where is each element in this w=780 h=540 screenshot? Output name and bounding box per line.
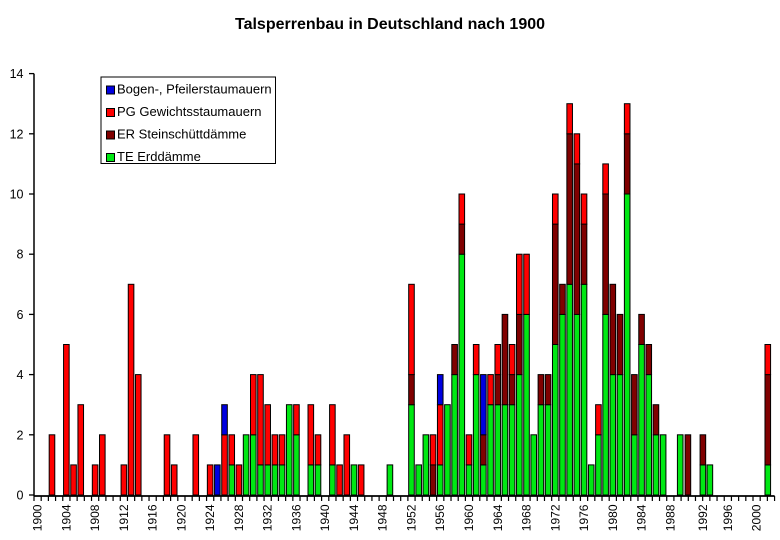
svg-text:10: 10 xyxy=(10,188,24,202)
svg-text:1964: 1964 xyxy=(491,504,505,531)
svg-text:1912: 1912 xyxy=(117,504,131,531)
svg-text:4: 4 xyxy=(17,368,24,382)
svg-text:1928: 1928 xyxy=(232,504,246,531)
svg-text:1924: 1924 xyxy=(203,504,217,531)
svg-text:8: 8 xyxy=(17,248,24,262)
svg-text:1952: 1952 xyxy=(404,504,418,531)
svg-text:1984: 1984 xyxy=(635,504,649,531)
svg-text:1988: 1988 xyxy=(663,504,677,531)
svg-text:1944: 1944 xyxy=(347,504,361,531)
svg-text:1904: 1904 xyxy=(59,504,73,531)
svg-text:Bogen-, Pfeilerstaumauern: Bogen-, Pfeilerstaumauern xyxy=(117,82,272,97)
svg-text:1940: 1940 xyxy=(318,504,332,531)
svg-text:1972: 1972 xyxy=(548,504,562,531)
svg-text:2: 2 xyxy=(17,428,24,442)
svg-text:14: 14 xyxy=(10,67,24,81)
svg-text:1900: 1900 xyxy=(31,504,45,531)
svg-text:Talsperrenbau in Deutschland n: Talsperrenbau in Deutschland nach 1900 xyxy=(235,16,545,33)
svg-text:1936: 1936 xyxy=(289,504,303,531)
svg-text:TE Erddämme: TE Erddämme xyxy=(117,149,201,164)
svg-text:1960: 1960 xyxy=(462,504,476,531)
svg-text:PG Gewichtsstaumauern: PG Gewichtsstaumauern xyxy=(117,104,262,119)
svg-text:ER Steinschüttdämme: ER Steinschüttdämme xyxy=(117,127,246,142)
svg-text:1992: 1992 xyxy=(696,504,710,531)
svg-text:1968: 1968 xyxy=(520,504,534,531)
svg-text:2000: 2000 xyxy=(750,504,764,531)
svg-text:1996: 1996 xyxy=(721,504,735,531)
svg-text:1976: 1976 xyxy=(577,504,591,531)
svg-text:1948: 1948 xyxy=(376,504,390,531)
svg-text:1920: 1920 xyxy=(174,504,188,531)
svg-text:0: 0 xyxy=(17,489,24,503)
svg-text:12: 12 xyxy=(10,127,24,141)
svg-text:6: 6 xyxy=(17,308,24,322)
svg-text:1932: 1932 xyxy=(261,504,275,531)
svg-text:1916: 1916 xyxy=(146,504,160,531)
svg-text:1908: 1908 xyxy=(88,504,102,531)
svg-text:1980: 1980 xyxy=(606,504,620,531)
svg-text:1956: 1956 xyxy=(433,504,447,531)
